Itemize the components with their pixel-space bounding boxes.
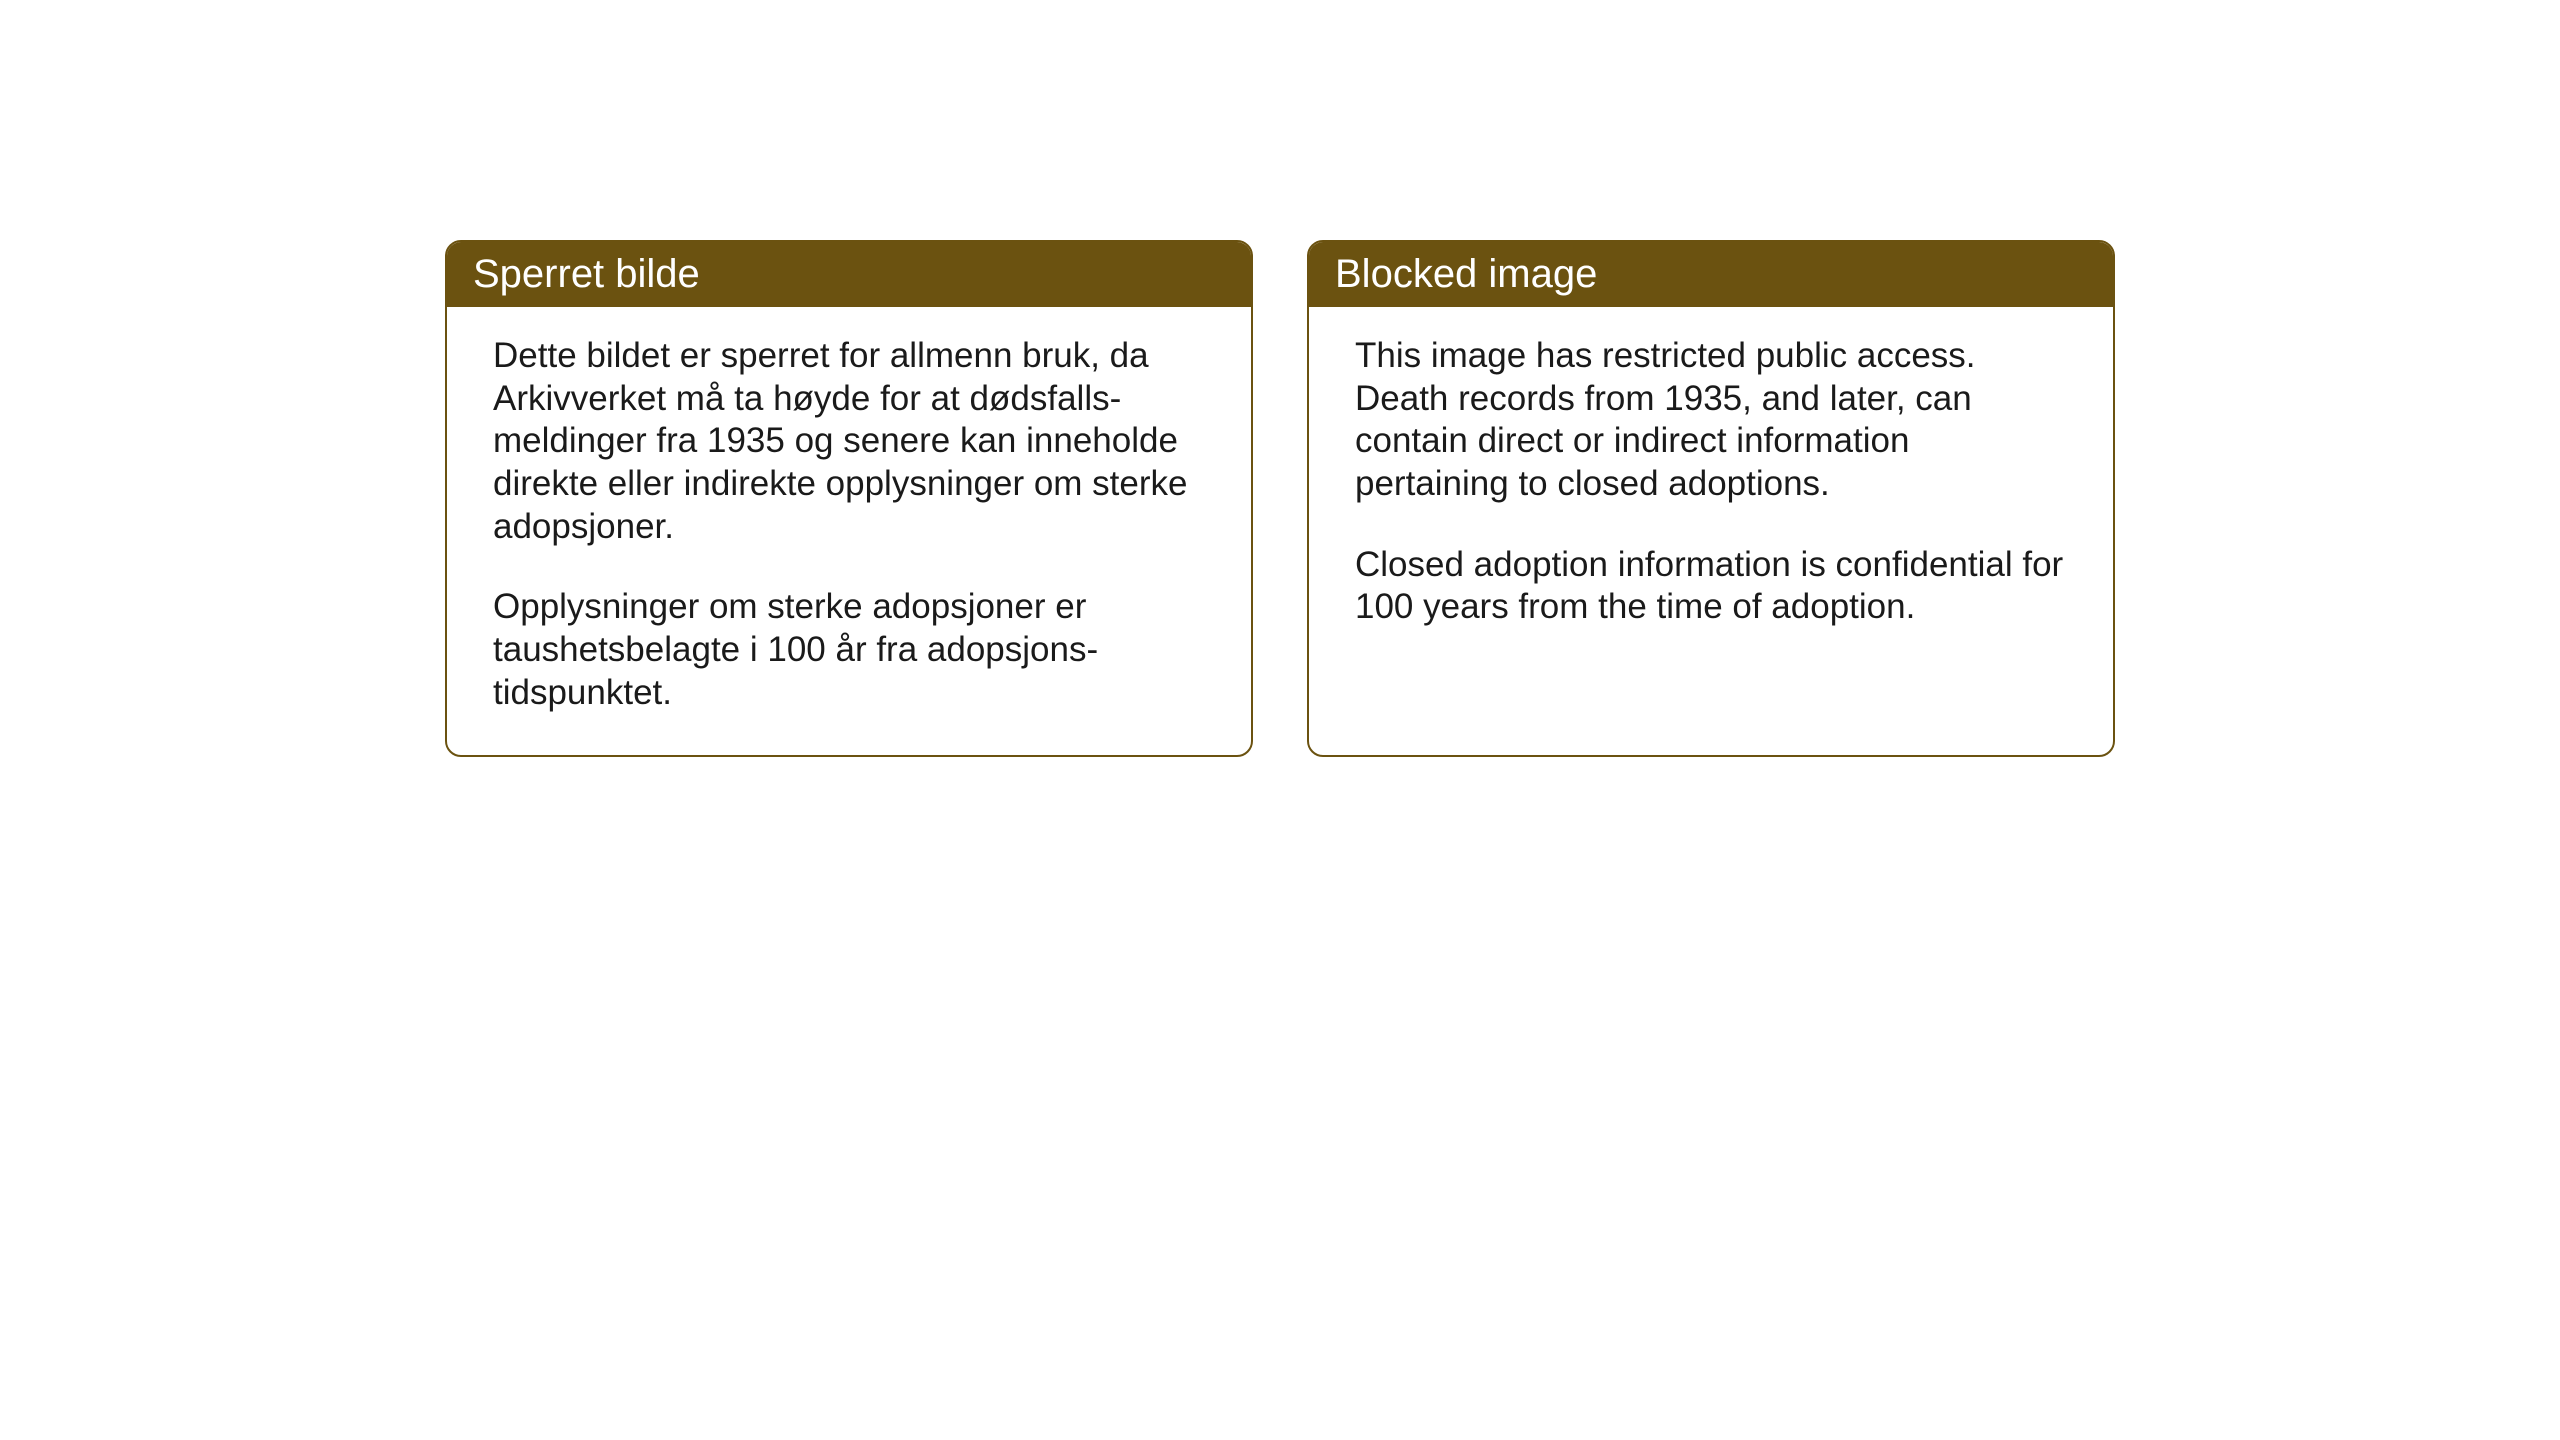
norwegian-card-title: Sperret bilde xyxy=(447,242,1251,307)
english-paragraph-1: This image has restricted public access.… xyxy=(1355,335,2067,506)
notice-cards-container: Sperret bilde Dette bildet er sperret fo… xyxy=(445,240,2115,757)
norwegian-notice-card: Sperret bilde Dette bildet er sperret fo… xyxy=(445,240,1253,757)
english-card-body: This image has restricted public access.… xyxy=(1309,307,2113,747)
english-card-title: Blocked image xyxy=(1309,242,2113,307)
norwegian-paragraph-1: Dette bildet er sperret for allmenn bruk… xyxy=(493,335,1205,548)
english-notice-card: Blocked image This image has restricted … xyxy=(1307,240,2115,757)
norwegian-paragraph-2: Opplysninger om sterke adopsjoner er tau… xyxy=(493,586,1205,714)
norwegian-card-body: Dette bildet er sperret for allmenn bruk… xyxy=(447,307,1251,755)
english-paragraph-2: Closed adoption information is confident… xyxy=(1355,544,2067,629)
